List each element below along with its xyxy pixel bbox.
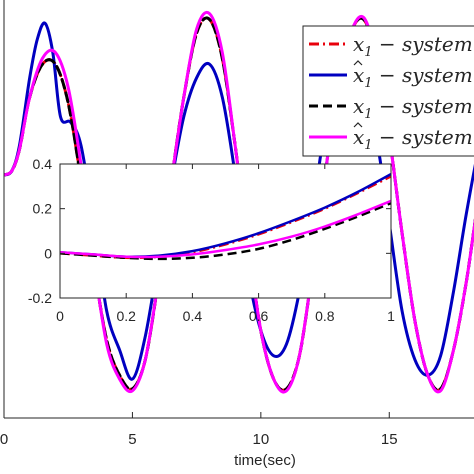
- legend-label: x1 − system: [353, 32, 473, 60]
- legend-label: x1 − system: [353, 63, 473, 91]
- inset-x-tick-label: 0: [56, 308, 64, 324]
- legend-rest: − system: [373, 63, 473, 87]
- main-x-tick-label: 0: [0, 431, 8, 448]
- legend-entry: x1 − system: [309, 60, 473, 91]
- inset-y-tick-label: 0.4: [33, 156, 53, 172]
- legend-rest: − system: [373, 125, 473, 149]
- legend-subscript: 1: [364, 107, 372, 122]
- legend-variable: x: [353, 63, 364, 87]
- legend-hat-icon: [353, 60, 363, 66]
- legend-rest: − system: [373, 32, 473, 56]
- inset-y-tick-label: 0: [44, 245, 52, 261]
- legend-label: x1 − system: [353, 94, 473, 122]
- legend-variable: x: [353, 32, 364, 56]
- legend-rest: − system: [373, 94, 473, 118]
- legend-entry: x1 − system: [309, 32, 473, 60]
- inset-frame: [59, 163, 392, 299]
- legend-variable: x: [353, 125, 364, 149]
- inset-x-tick-label: 0.6: [249, 308, 269, 324]
- main-x-tick-label: 10: [252, 431, 269, 448]
- legend-label: x1 − system: [353, 125, 473, 153]
- inset-background: [60, 164, 391, 298]
- inset-x-tick-label: 0.8: [315, 308, 335, 324]
- legend-subscript: 1: [364, 138, 372, 153]
- legend-entry: x1 − system: [309, 122, 473, 153]
- legend-variable: x: [353, 94, 364, 118]
- legend-hat-icon: [353, 122, 363, 128]
- main-x-tick-label: 5: [128, 431, 136, 448]
- main-x-tick-label: 15: [381, 431, 398, 448]
- inset-y-tick-label: -0.2: [28, 290, 52, 306]
- legend-box: [302, 25, 474, 157]
- inset-plot: 0 0.2 0.4 0.6 0.8 1-0.200.20.4: [28, 156, 395, 324]
- inset-x-tick-label: 1: [387, 308, 395, 324]
- legend-subscript: 1: [364, 76, 372, 91]
- inset-series-group: [60, 172, 391, 261]
- legend-entry: x1 − system: [309, 94, 473, 122]
- main-x-axis-label: time(sec): [234, 452, 296, 469]
- inset-series-line-4: [60, 199, 391, 259]
- inset-x-tick-label: 0.2: [116, 308, 136, 324]
- legend-subscript: 1: [364, 45, 372, 60]
- inset-y-tick-label: 0.2: [33, 201, 53, 217]
- inset-x-tick-label: 0.4: [183, 308, 203, 324]
- main-series-line-2: [4, 21, 474, 381]
